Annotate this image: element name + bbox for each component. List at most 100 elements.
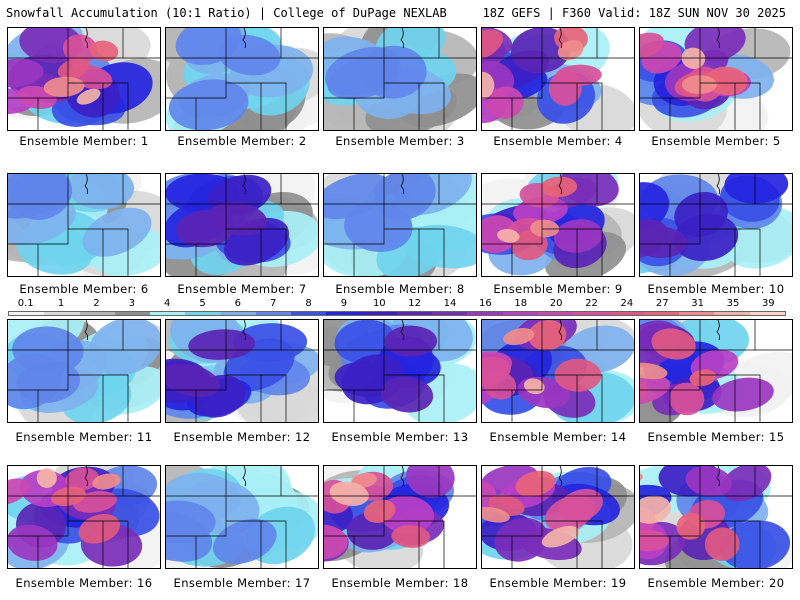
colorbar-tick-label: 0.1 xyxy=(17,298,34,309)
colorbar-tick-label: 18 xyxy=(514,298,528,309)
snowfall-map xyxy=(640,466,792,568)
colorbar-segment xyxy=(361,312,397,315)
colorbar-tick-label: 14 xyxy=(443,298,457,309)
map-title: Snowfall Accumulation (10:1 Ratio) | Col… xyxy=(6,6,447,20)
colorbar-tick-label: 10 xyxy=(372,298,386,309)
ensemble-member-panel xyxy=(165,27,319,131)
colorbar-segment xyxy=(220,312,256,315)
ensemble-member-label: Ensemble Member: 3 xyxy=(335,134,465,148)
ensemble-member-label: Ensemble Member: 7 xyxy=(177,282,307,296)
snowfall-map xyxy=(166,174,318,276)
ensemble-member-label: Ensemble Member: 17 xyxy=(173,576,311,590)
ensemble-member-label: Ensemble Member: 16 xyxy=(15,576,153,590)
colorbar-segment xyxy=(150,312,186,315)
ensemble-member-panel xyxy=(323,27,477,131)
snowfall-map xyxy=(8,466,160,568)
ensemble-member-panel xyxy=(165,465,319,569)
ensemble-member-label: Ensemble Member: 5 xyxy=(651,134,781,148)
colorbar-tick-label: 3 xyxy=(128,298,135,309)
ensemble-member-panel xyxy=(7,173,161,277)
ensemble-member-panel xyxy=(165,173,319,277)
ensemble-member-label: Ensemble Member: 4 xyxy=(493,134,623,148)
colorbar-tick-label: 39 xyxy=(761,298,775,309)
snowfall-map xyxy=(166,320,318,422)
ensemble-member-panel xyxy=(481,465,635,569)
colorbar-segment xyxy=(432,312,468,315)
colorbar-segment xyxy=(9,312,45,315)
colorbar-tick-label: 27 xyxy=(655,298,669,309)
colorbar-segment xyxy=(326,312,362,315)
colorbar-segment xyxy=(573,312,609,315)
snowfall-map xyxy=(482,28,634,130)
snowfall-map xyxy=(640,28,792,130)
snowfall-map xyxy=(8,28,160,130)
colorbar-segment xyxy=(749,312,785,315)
colorbar-segment xyxy=(608,312,644,315)
colorbar-tick-label: 12 xyxy=(408,298,422,309)
colorbar-tick-label: 16 xyxy=(479,298,492,309)
ensemble-member-label: Ensemble Member: 12 xyxy=(173,430,311,444)
ensemble-member-panel xyxy=(323,173,477,277)
colorbar-segment xyxy=(291,312,327,315)
colorbar-tick-label: 6 xyxy=(234,298,242,309)
snowfall-map xyxy=(8,320,160,422)
ensemble-member-panel xyxy=(7,465,161,569)
ensemble-member-panel xyxy=(639,173,793,277)
snowfall-map xyxy=(324,466,476,568)
colorbar-tick-label: 1 xyxy=(57,298,65,309)
ensemble-member-label: Ensemble Member: 10 xyxy=(647,282,785,296)
snowfall-map xyxy=(640,320,792,422)
snowfall-colorbar xyxy=(8,311,786,316)
snowfall-map xyxy=(324,28,476,130)
colorbar-tick-label: 5 xyxy=(199,298,206,309)
snowfall-map xyxy=(324,320,476,422)
colorbar-tick-label: 24 xyxy=(620,298,634,309)
colorbar-tick-label: 22 xyxy=(585,298,598,309)
colorbar-segment xyxy=(467,312,503,315)
colorbar-segment xyxy=(44,312,80,315)
colorbar-segment xyxy=(643,312,680,315)
snowfall-map xyxy=(166,466,318,568)
colorbar-segment xyxy=(679,312,715,315)
colorbar-tick-label: 7 xyxy=(270,298,277,309)
colorbar-segment xyxy=(255,312,292,315)
ensemble-member-label: Ensemble Member: 14 xyxy=(489,430,627,444)
ensemble-member-label: Ensemble Member: 1 xyxy=(19,134,149,148)
colorbar-segment xyxy=(185,312,221,315)
ensemble-member-label: Ensemble Member: 15 xyxy=(647,430,785,444)
snowfall-map xyxy=(324,174,476,276)
ensemble-member-label: Ensemble Member: 6 xyxy=(19,282,149,296)
ensemble-member-panel xyxy=(323,319,477,423)
colorbar-tick-label: 20 xyxy=(549,298,563,309)
ensemble-member-label: Ensemble Member: 8 xyxy=(335,282,465,296)
ensemble-member-panel xyxy=(323,465,477,569)
ensemble-member-panel xyxy=(639,465,793,569)
colorbar-segment xyxy=(396,312,433,315)
ensemble-member-panel xyxy=(639,27,793,131)
ensemble-member-panel xyxy=(481,173,635,277)
ensemble-member-panel xyxy=(7,27,161,131)
ensemble-member-panel xyxy=(639,319,793,423)
ensemble-member-label: Ensemble Member: 11 xyxy=(15,430,153,444)
colorbar-segment xyxy=(714,312,750,315)
ensemble-member-panel xyxy=(481,27,635,131)
snowfall-map xyxy=(166,28,318,130)
snowfall-map xyxy=(482,466,634,568)
ensemble-member-label: Ensemble Member: 2 xyxy=(177,134,307,148)
model-valid-time: 18Z GEFS | F360 Valid: 18Z SUN NOV 30 20… xyxy=(482,6,786,20)
colorbar-segment xyxy=(537,312,574,315)
colorbar-segment xyxy=(79,312,115,315)
ensemble-member-label: Ensemble Member: 18 xyxy=(331,576,469,590)
colorbar-tick-label: 2 xyxy=(93,298,100,309)
ensemble-member-label: Ensemble Member: 9 xyxy=(493,282,623,296)
colorbar-tick-label: 8 xyxy=(305,298,312,309)
colorbar-tick-label: 9 xyxy=(340,298,348,309)
colorbar-tick-label: 4 xyxy=(163,298,171,309)
snowfall-map xyxy=(640,174,792,276)
colorbar-segment xyxy=(502,312,538,315)
ensemble-member-panel xyxy=(165,319,319,423)
colorbar-tick-label: 31 xyxy=(691,298,704,309)
snowfall-map xyxy=(482,320,634,422)
colorbar-segment xyxy=(114,312,151,315)
snowfall-map xyxy=(482,174,634,276)
